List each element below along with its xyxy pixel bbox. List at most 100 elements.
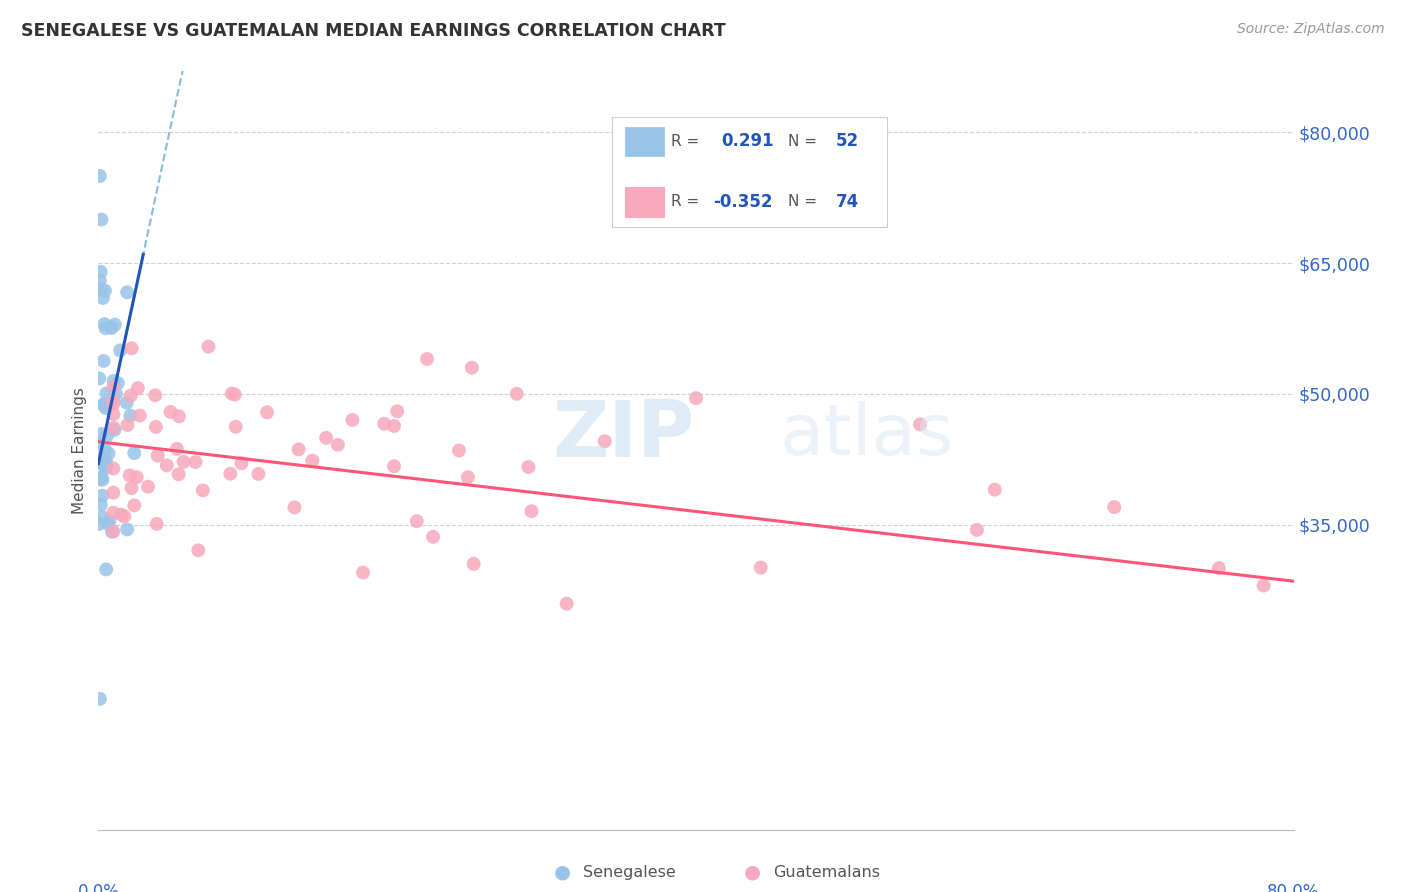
Point: [352, 566, 374, 580]
Point: [385, 404, 409, 418]
Text: SENEGALESE VS GUATEMALAN MEDIAN EARNINGS CORRELATION CHART: SENEGALESE VS GUATEMALAN MEDIAN EARNINGS…: [21, 22, 725, 40]
Point: [93, 457, 115, 471]
Point: [187, 543, 209, 558]
Point: [167, 467, 190, 482]
Point: [121, 342, 143, 356]
Text: N =: N =: [787, 194, 823, 210]
FancyBboxPatch shape: [626, 187, 664, 217]
Point: [382, 459, 405, 474]
Text: 0.0%: 0.0%: [77, 883, 120, 892]
Point: [103, 461, 125, 475]
Text: ZIP: ZIP: [553, 397, 695, 474]
Point: [463, 557, 485, 571]
Point: [91, 457, 114, 471]
Point: [100, 320, 122, 334]
Point: [89, 371, 111, 385]
Point: [94, 284, 117, 298]
Point: [90, 498, 112, 512]
Point: [457, 470, 479, 484]
Point: [555, 597, 578, 611]
Text: -0.352: -0.352: [713, 193, 772, 211]
Point: [118, 468, 141, 483]
Point: [104, 318, 127, 332]
Point: [520, 504, 543, 518]
Point: [315, 431, 337, 445]
Point: [103, 421, 125, 435]
Point: [145, 516, 167, 531]
Point: [224, 387, 246, 401]
Point: [93, 398, 115, 412]
Point: [221, 386, 243, 401]
Point: [91, 291, 114, 305]
Text: 0.291: 0.291: [721, 132, 773, 150]
Text: Guatemalans: Guatemalans: [773, 865, 880, 880]
Point: [256, 405, 278, 419]
Point: [143, 388, 166, 402]
Point: [159, 405, 181, 419]
Point: [103, 407, 125, 421]
Point: [247, 467, 270, 481]
Text: N =: N =: [787, 134, 823, 149]
Point: [89, 516, 111, 531]
Point: [125, 470, 148, 484]
Point: [120, 481, 142, 495]
Point: [283, 500, 305, 515]
Text: 80.0%: 80.0%: [1267, 883, 1320, 892]
Point: [96, 428, 118, 442]
Point: [326, 438, 349, 452]
FancyBboxPatch shape: [626, 127, 664, 156]
Point: [593, 434, 616, 449]
Point: [122, 446, 145, 460]
Point: [461, 360, 484, 375]
Point: [90, 282, 112, 296]
Point: [120, 389, 142, 403]
Point: [104, 386, 127, 401]
Point: [103, 397, 125, 411]
Point: [127, 381, 149, 395]
Point: [685, 391, 707, 405]
Point: [89, 273, 111, 287]
Point: [93, 317, 115, 331]
Point: [287, 442, 309, 457]
Point: [908, 417, 931, 432]
Point: [1253, 578, 1275, 592]
Point: [93, 354, 115, 368]
Text: Source: ZipAtlas.com: Source: ZipAtlas.com: [1237, 22, 1385, 37]
Text: R =: R =: [671, 134, 704, 149]
Point: [146, 449, 169, 463]
Point: [94, 460, 117, 475]
Point: [94, 321, 117, 335]
Point: [94, 454, 117, 468]
Point: [103, 394, 125, 409]
Text: ●: ●: [554, 863, 571, 882]
Point: [115, 523, 138, 537]
Point: [90, 457, 112, 471]
Point: [89, 691, 111, 706]
Point: [110, 508, 132, 522]
Point: [91, 489, 114, 503]
Point: [173, 455, 195, 469]
Point: [94, 442, 117, 457]
Point: [219, 467, 242, 481]
Point: [145, 420, 167, 434]
Point: [90, 265, 112, 279]
Point: [984, 483, 1007, 497]
Point: [382, 419, 405, 434]
Point: [89, 472, 111, 486]
Point: [90, 470, 112, 484]
Point: [89, 169, 111, 183]
Point: [103, 524, 125, 539]
Point: [93, 450, 115, 464]
Point: [136, 480, 159, 494]
Point: [749, 560, 772, 574]
Point: [301, 453, 323, 467]
Point: [405, 514, 427, 528]
Point: [184, 455, 207, 469]
Point: [447, 443, 470, 458]
Point: [91, 473, 114, 487]
Point: [124, 499, 146, 513]
Point: [191, 483, 214, 498]
Point: [94, 401, 117, 416]
Point: [90, 212, 112, 227]
Text: atlas: atlas: [779, 401, 955, 470]
